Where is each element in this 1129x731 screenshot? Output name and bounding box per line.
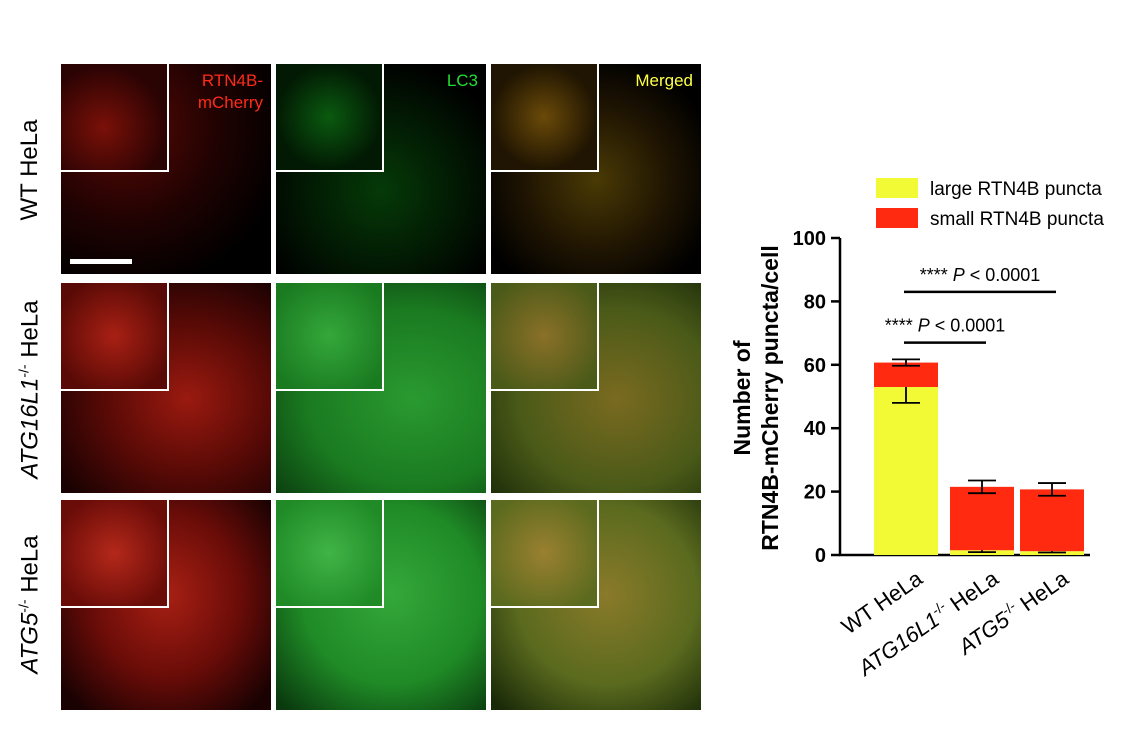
inset-atg5-lc3	[276, 500, 384, 608]
panel-atg5-merged	[491, 500, 701, 710]
y-tick-label: 20	[804, 482, 826, 504]
legend-swatch	[876, 178, 918, 198]
panel-atg16l1-lc3	[276, 283, 486, 493]
legend-swatch	[876, 208, 918, 228]
panel-wt-merged: Merged	[491, 64, 701, 274]
significance-label: **** P < 0.0001	[920, 265, 1041, 285]
inset-atg16l1-merged	[491, 283, 599, 391]
panel-atg16l1-merged	[491, 283, 701, 493]
legend: large RTN4B puncta small RTN4B puncta	[876, 178, 1104, 230]
legend-label: large RTN4B puncta	[930, 179, 1102, 200]
bar-small-2	[1020, 489, 1084, 552]
significance-label: **** P < 0.0001	[885, 316, 1006, 336]
y-tick-label: 0	[815, 545, 826, 567]
channel-label-rtn4b: RTN4B- mCherry	[197, 71, 263, 112]
inset-wt-rtn4b	[61, 64, 169, 172]
legend-label: small RTN4B puncta	[930, 209, 1104, 230]
y-tick-label: 80	[804, 291, 826, 313]
panel-atg16l1-rtn4b	[61, 283, 271, 493]
inset-atg5-rtn4b	[61, 500, 169, 608]
channel-label-lc3: LC3	[446, 71, 478, 90]
panel-atg5-rtn4b	[61, 500, 271, 710]
panel-atg5-lc3	[276, 500, 486, 710]
scale-bar	[70, 259, 132, 264]
inset-wt-lc3	[276, 64, 384, 172]
y-tick-label: 40	[804, 418, 826, 440]
bar-large-0	[874, 386, 938, 555]
channel-label-merged: Merged	[635, 71, 693, 90]
inset-atg16l1-rtn4b	[61, 283, 169, 391]
bar-small-1	[950, 486, 1014, 551]
y-axis-label: Number ofRTN4B-mCherry puncta/cell	[729, 245, 783, 550]
y-tick-label: 60	[804, 355, 826, 377]
inset-wt-merged	[491, 64, 599, 172]
panel-wt-lc3: LC3	[276, 64, 486, 274]
inset-atg5-merged	[491, 500, 599, 608]
panel-wt-rtn4b: RTN4B- mCherry	[61, 64, 271, 274]
y-tick-label: 100	[793, 228, 826, 250]
plot-area: 0 20 40 60 80 100 Number ofRTN4B-mCherry punct…	[729, 228, 1090, 682]
inset-atg16l1-lc3	[276, 283, 384, 391]
